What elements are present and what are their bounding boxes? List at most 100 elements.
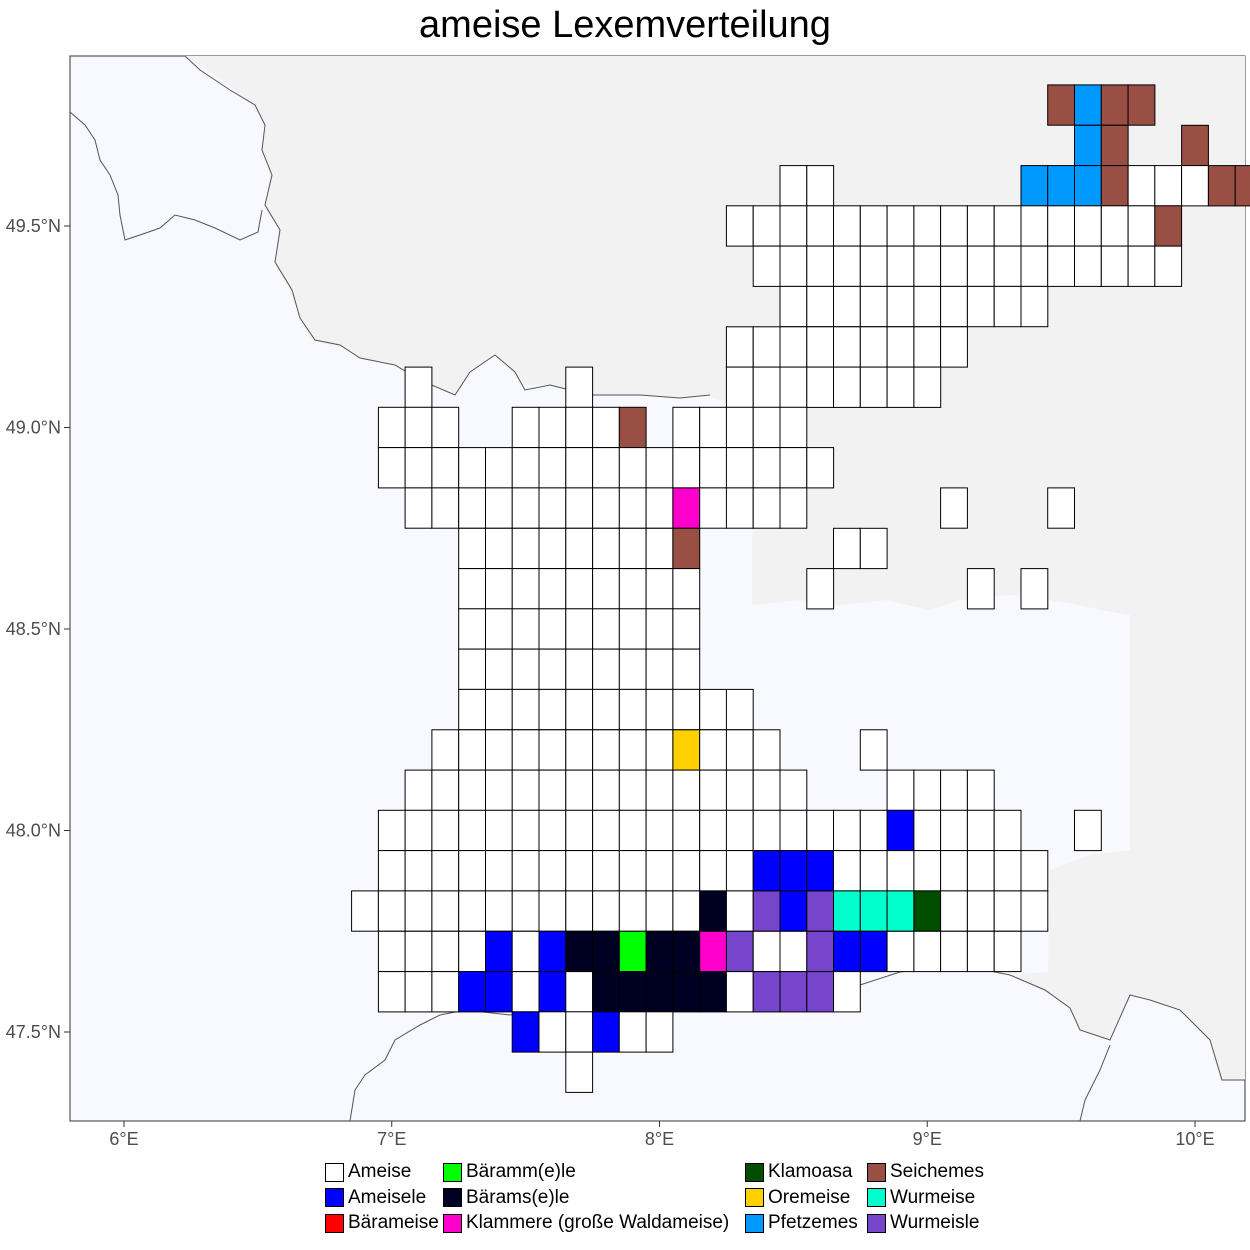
cell-ameise <box>538 809 567 852</box>
cell-ameise <box>1074 245 1102 287</box>
cell-ameise <box>725 406 754 449</box>
cell-b-rams-e-le <box>672 930 701 973</box>
cell-ameise <box>538 447 567 489</box>
legend-item: Ameise <box>325 1160 411 1184</box>
cell-ameise <box>699 406 728 449</box>
cell-ameise <box>833 366 861 408</box>
cell-ameise <box>913 930 942 973</box>
legend-label: Wurmeisle <box>890 1212 980 1233</box>
cell-ameise <box>806 447 835 489</box>
cell-ameise <box>511 487 540 529</box>
cell-ameise <box>404 487 433 529</box>
cell-ameise <box>565 487 594 529</box>
cell-ameise <box>645 447 674 489</box>
cell-ameise <box>485 527 513 570</box>
cell-ameise <box>404 809 433 852</box>
cell-ameise <box>458 648 487 690</box>
cell-ameise <box>779 809 808 852</box>
cell-wurmeisle <box>725 930 754 973</box>
cell-ameise <box>859 850 888 892</box>
cell-ameise <box>565 890 594 932</box>
cell-ameise <box>1181 165 1209 207</box>
cell-ameisele <box>538 930 567 973</box>
cell-wurmeise <box>859 890 888 932</box>
legend-swatch <box>745 1162 764 1182</box>
cell-ameise <box>645 527 674 570</box>
legend-item: Wurmeise <box>867 1186 975 1210</box>
cell-ameise <box>913 326 942 368</box>
cell-ameise <box>565 971 594 1013</box>
x-tick-label: 9°E <box>913 1129 942 1149</box>
cell-ameise <box>966 285 995 328</box>
legend-label: Wurmeise <box>890 1186 976 1208</box>
cell-ameise <box>351 890 379 932</box>
cell-ameise <box>565 568 594 610</box>
cell-ameise <box>806 285 835 328</box>
cell-ameise <box>725 971 754 1013</box>
cell-ameise <box>966 205 995 247</box>
cell-ameise <box>1020 850 1049 892</box>
legend-item: Bäramm(e)le <box>443 1160 576 1184</box>
cell-ameise <box>404 447 433 489</box>
cell-ameise <box>913 809 942 852</box>
cell-ameise <box>833 527 861 570</box>
cell-ameise <box>538 890 567 932</box>
cell-ameise <box>404 971 433 1013</box>
x-tick-label: 8°E <box>645 1129 674 1149</box>
cell-oremeise <box>672 729 701 771</box>
cell-ameise <box>833 850 861 892</box>
cell-ameise <box>672 406 701 449</box>
cell-ameise <box>377 850 406 892</box>
cell-ameise <box>431 850 460 892</box>
cell-ameise <box>511 527 540 570</box>
legend-swatch <box>325 1213 344 1233</box>
cell-ameise <box>592 648 620 690</box>
legend-swatch <box>325 1188 344 1207</box>
cell-ameise <box>538 568 567 610</box>
cell-ameise <box>485 729 513 771</box>
cell-ameisele <box>485 930 513 973</box>
cell-ameise <box>458 608 487 650</box>
cell-seichemes <box>618 406 647 449</box>
cell-ameise <box>913 850 942 892</box>
cell-ameise <box>592 809 620 852</box>
cell-ameise <box>913 245 942 287</box>
cell-ameise <box>485 850 513 892</box>
cell-ameise <box>779 930 808 973</box>
cell-ameise <box>645 568 674 610</box>
legend-label: Oremeise <box>768 1186 851 1208</box>
cell-ameise <box>993 890 1022 932</box>
cell-ameise <box>672 648 701 690</box>
cell-wurmeisle <box>752 971 781 1013</box>
cell-seichemes <box>672 527 701 570</box>
cell-ameise <box>833 809 861 852</box>
cell-ameise <box>538 487 567 529</box>
cell-ameise <box>458 809 487 852</box>
cell-ameise <box>886 245 915 287</box>
cell-ameise <box>699 447 728 489</box>
cell-seichemes <box>1047 84 1075 126</box>
cell-ameise <box>538 688 567 731</box>
legend-swatch <box>867 1188 886 1207</box>
cell-ameise <box>752 205 781 247</box>
cell-ameise <box>485 487 513 529</box>
cell-seichemes <box>1100 84 1129 126</box>
cell-ameise <box>725 890 754 932</box>
cell-ameise <box>699 809 728 852</box>
cell-ameise <box>565 366 594 408</box>
legend-label: Bäramm(e)le <box>466 1161 576 1182</box>
cell-ameise <box>1100 245 1129 287</box>
cell-ameise <box>779 487 808 529</box>
south-extension-border <box>1079 1044 1111 1122</box>
cell-ameisele <box>538 971 567 1013</box>
cell-ameisele <box>779 850 808 892</box>
cell-wurmeisle <box>752 890 781 932</box>
cell-ameise <box>565 608 594 650</box>
cell-ameisele <box>592 1011 620 1053</box>
cell-ameise <box>993 285 1022 328</box>
cell-ameise <box>431 729 460 771</box>
y-tick-label: 48.0°N <box>6 821 61 841</box>
cell-ameise <box>458 930 487 973</box>
cell-ameise <box>672 447 701 489</box>
